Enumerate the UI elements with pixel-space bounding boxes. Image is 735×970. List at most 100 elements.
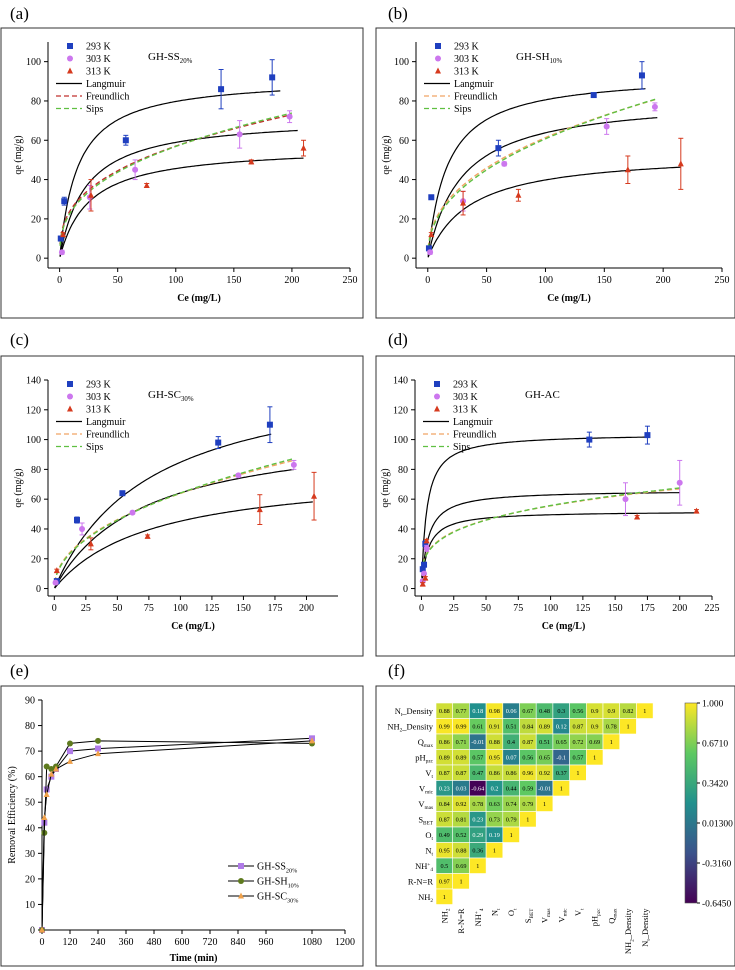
heatmap-cell-value: 0.07 (506, 755, 517, 762)
heatmap-cell-value: 0.79 (506, 817, 517, 824)
y-tick-label-e: 60 (25, 772, 35, 783)
y-tick-label-e: 70 (25, 747, 35, 758)
data-point-303K-c (235, 472, 242, 479)
legend-label-c: Sips (86, 442, 103, 453)
heatmap-col-label: Vmas (540, 909, 552, 924)
legend-label-a: 293 K (86, 42, 112, 53)
legend-label-d: Sips (453, 442, 470, 453)
panel-label-f: (f) (388, 661, 405, 680)
x-axis-label-a: Ce (mg/L) (177, 293, 221, 304)
heatmap-cell-value: 0.9 (607, 708, 615, 715)
fit-curve-langmuir-b (427, 166, 681, 258)
heatmap-cell-value: 1 (576, 770, 579, 777)
heatmap-cell-value: 1 (460, 879, 463, 886)
heatmap-cell-value: 0.71 (456, 739, 467, 746)
heatmap-row-label: R-N=R (408, 876, 433, 886)
heatmap-cell-value: 1 (610, 739, 613, 746)
data-point-303K-c (52, 579, 59, 586)
heatmap-cell-value: 0.51 (506, 724, 517, 731)
colorbar-tick-label: -0.3160 (702, 860, 732, 870)
y-tick-label-d: 100 (393, 435, 408, 446)
y-tick-label-d: 60 (398, 495, 408, 506)
heatmap-cell-value: 0.4 (507, 739, 515, 746)
data-point-313K-b (624, 166, 631, 173)
fit-curve-langmuir-b (427, 88, 646, 255)
heatmap-cell-value: 0.36 (472, 848, 483, 855)
heatmap-cell-value: 1 (493, 848, 496, 855)
data-point-313K-b (677, 160, 684, 167)
legend-marker-b (435, 43, 441, 49)
heatmap-cell-value: 0.29 (472, 832, 483, 839)
data-point-313K-b (428, 231, 435, 238)
legend-label-a: Sips (86, 104, 103, 115)
y-tick-label-b: 80 (399, 96, 409, 107)
y-tick-label-d: 80 (398, 465, 408, 476)
x-tick-label-e: 120 (63, 937, 78, 948)
legend-label-d: 313 K (453, 405, 479, 416)
heatmap-cell-value: 0.95 (489, 755, 500, 762)
data-point-293K-c (119, 490, 126, 497)
data-point-313K-c (311, 492, 318, 499)
x-tick-label-d: 200 (672, 603, 687, 614)
fit-curve-langmuir-c (54, 433, 272, 588)
heatmap-cell-value: 1 (476, 863, 479, 870)
x-tick-label-c: 125 (204, 603, 219, 614)
heatmap-cell-value: 0.49 (439, 832, 450, 839)
legend-marker-e (238, 892, 244, 899)
y-tick-label-e: 40 (25, 823, 35, 834)
legend-label-d: 293 K (453, 380, 479, 391)
heatmap-cell (535, 795, 554, 812)
chart-title-c: GH-SC30% (148, 389, 194, 403)
heatmap-cell-value: 0.23 (439, 786, 450, 793)
colorbar-tick-label: 0.6710 (702, 740, 728, 750)
x-tick-label-c: 75 (144, 603, 154, 614)
x-tick-label-c: 50 (112, 603, 122, 614)
y-tick-label-c: 80 (31, 465, 41, 476)
legend-label-d: 303 K (453, 392, 479, 403)
heatmap-cell-value: 0.89 (439, 755, 450, 762)
x-tick-label-d: 0 (419, 603, 424, 614)
data-point-293K-d (421, 561, 428, 568)
data-point-293K-a (218, 86, 225, 93)
y-tick-label-e: 10 (25, 900, 35, 911)
x-tick-label-e: 720 (203, 937, 218, 948)
y-tick-label-b: 60 (399, 136, 409, 147)
heatmap-cell-value: 0.65 (539, 755, 550, 762)
data-point-293K-b (425, 245, 432, 252)
data-point-303K-c (290, 461, 297, 468)
y-tick-label-a: 60 (31, 136, 41, 147)
x-tick-label-a: 250 (343, 275, 358, 286)
heatmap-cell (485, 842, 504, 859)
data-point-303K-b (603, 123, 610, 130)
heatmap-cell-value: -0.1 (556, 755, 566, 762)
heatmap-cell (602, 733, 621, 750)
heatmap-cell-value: 0.87 (456, 770, 467, 777)
y-tick-label-d: 120 (393, 405, 408, 416)
panel-frame-d (375, 355, 735, 657)
chart-title-a: GH-SS20% (148, 51, 193, 65)
heatmap-row-label: Vmic (419, 783, 434, 795)
heatmap-cell-value: 0.87 (439, 770, 450, 777)
heatmap-cell-value: 0.82 (623, 708, 634, 715)
heatmap-row-label: Nt_Density (395, 706, 434, 718)
heatmap-cell-value: 0.23 (472, 817, 483, 824)
colorbar-tick-label: 0.01300 (702, 820, 733, 830)
heatmap-cell-value: 0.95 (439, 848, 450, 855)
heatmap-cell-value: 0.47 (472, 770, 483, 777)
heatmap-cell-value: -0.01 (471, 739, 484, 746)
heatmap-cell-value: 0.19 (489, 832, 500, 839)
data-point-293K-d (422, 540, 429, 547)
data-point-303K-a (132, 166, 139, 173)
panel-frame-a (0, 27, 364, 319)
heatmap-col-label: Vmic (556, 908, 568, 923)
panel-label-d: (d) (388, 330, 408, 349)
legend-label-b: 313 K (454, 67, 480, 78)
legend-label-c: Langmuir (86, 417, 126, 428)
legend-label-e: GH-SH10% (257, 877, 299, 890)
x-tick-label-d: 225 (705, 603, 720, 614)
data-point-303K-d (676, 479, 683, 486)
panel-frame-e (0, 685, 364, 967)
heatmap-cell-value: 0.87 (522, 739, 533, 746)
heatmap-cell-value: 1 (543, 801, 546, 808)
legend-marker-b (435, 67, 441, 74)
